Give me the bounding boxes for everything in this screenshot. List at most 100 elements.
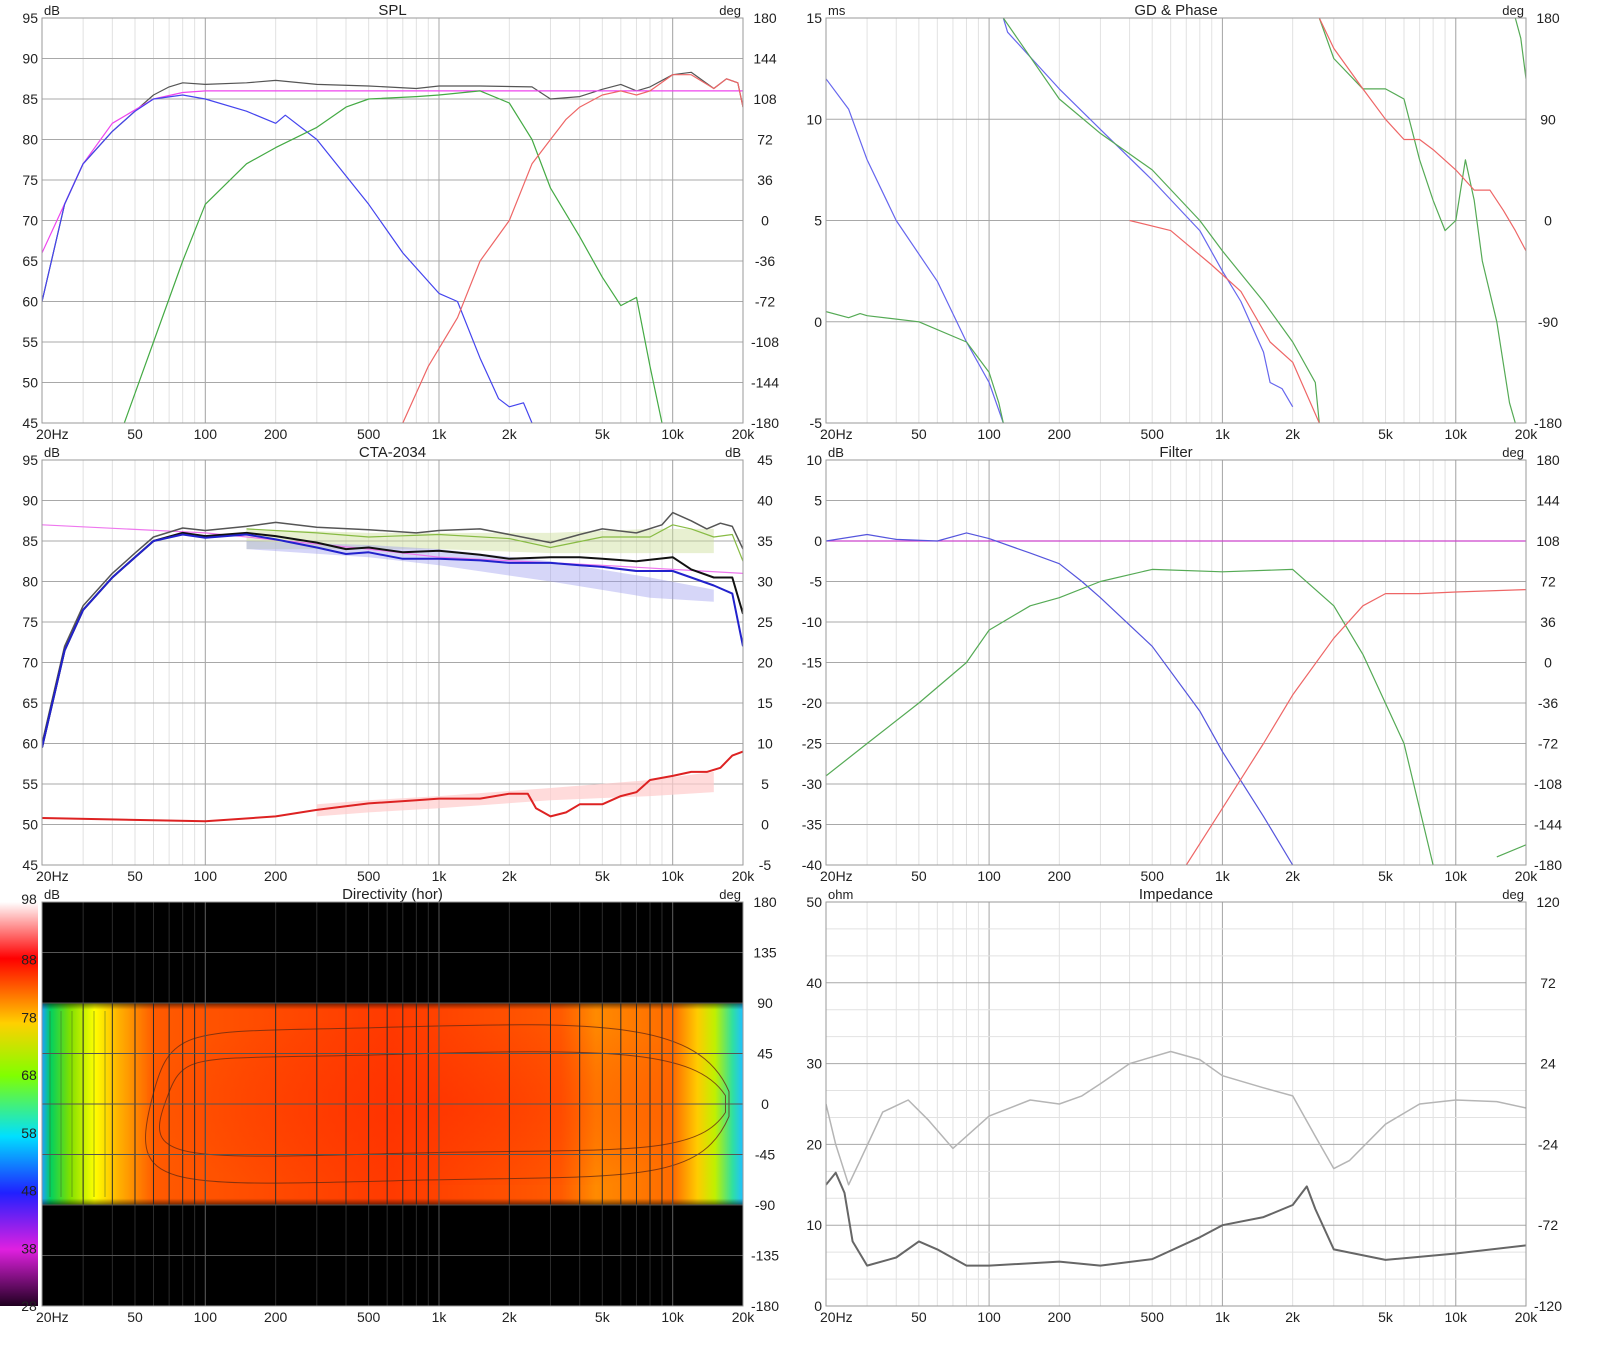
y-tick-label: 50: [22, 817, 38, 833]
y2-tick-label: 0: [761, 1096, 769, 1112]
y-tick-label: 65: [22, 253, 38, 269]
y2-tick-label: -36: [1538, 695, 1558, 711]
series-line: [42, 524, 743, 574]
y2-tick-label: 15: [757, 695, 773, 711]
y-tick-label: 20: [806, 1136, 822, 1152]
right-unit-label: deg: [1502, 445, 1524, 460]
y-tick-label: -15: [802, 655, 822, 671]
y2-tick-label: -90: [1538, 314, 1558, 330]
y-tick-label: 95: [22, 10, 38, 26]
color-scale-bar: [0, 902, 38, 1306]
color-scale-label: 38: [21, 1240, 37, 1256]
x-tick-label: 1k: [1215, 426, 1231, 442]
y-tick-label: 10: [806, 1217, 822, 1233]
x-tick-label: 2k: [1285, 1309, 1301, 1325]
y-tick-label: 50: [22, 375, 38, 391]
y2-tick-label: -180: [1534, 857, 1562, 873]
series-line: [826, 1050, 1526, 1186]
y2-tick-label: -144: [751, 375, 779, 391]
y2-tick-label: 180: [1536, 452, 1560, 468]
y2-tick-label: 24: [1540, 1056, 1556, 1072]
x-tick-label: 100: [977, 426, 1001, 442]
x-tick-label: 50: [127, 426, 143, 442]
plot-frame: [41, 17, 744, 424]
plot-area: [42, 71, 743, 423]
x-tick-label: 500: [357, 1309, 381, 1325]
x-tick-label: 200: [1048, 868, 1072, 884]
color-scale-label: 88: [21, 952, 37, 968]
y2-tick-label: -120: [1534, 1298, 1562, 1314]
y2-tick-label: -108: [1534, 776, 1562, 792]
y2-tick-label: -72: [1538, 736, 1558, 752]
y2-tick-label: -24: [1538, 1136, 1558, 1152]
color-scale-label: 78: [21, 1009, 37, 1025]
y2-tick-label: -180: [1534, 415, 1562, 431]
chart-cta: 9590858075706560555045454035302520151050…: [22, 444, 773, 884]
y-tick-label: 90: [22, 51, 38, 67]
plot-area: [826, 1050, 1526, 1267]
x-tick-label: 1k: [432, 868, 448, 884]
y2-tick-label: -180: [751, 415, 779, 431]
plot-frame: [41, 901, 744, 1307]
color-scale-label: 98: [21, 891, 37, 907]
x-tick-label: 200: [264, 1309, 288, 1325]
x-tick-label: 20k: [1515, 868, 1539, 884]
confidence-band: [246, 541, 714, 602]
plot-frame: [825, 459, 1527, 866]
series-line: [826, 18, 1294, 423]
x-tick-label: 500: [1141, 426, 1165, 442]
y2-tick-label: 90: [1540, 111, 1556, 127]
series-line: [402, 74, 743, 423]
y-tick-label: 50: [806, 894, 822, 910]
y2-tick-label: 135: [753, 945, 777, 961]
y2-tick-label: 25: [757, 614, 773, 630]
y2-tick-label: -144: [1534, 817, 1562, 833]
y2-tick-label: 40: [757, 493, 773, 509]
x-tick-label: 100: [977, 868, 1001, 884]
x-tick-label: 200: [1048, 426, 1072, 442]
y2-tick-label: 0: [1544, 213, 1552, 229]
x-tick-label: 1k: [1215, 1309, 1231, 1325]
x-tick-label: 200: [1048, 1309, 1072, 1325]
right-unit-label: deg: [719, 3, 741, 18]
y-tick-label: 55: [22, 776, 38, 792]
series-line: [42, 533, 743, 748]
x-tick-label: 500: [1141, 1309, 1165, 1325]
y2-tick-label: 36: [757, 172, 773, 188]
x-tick-label: 20Hz: [36, 426, 69, 442]
y-tick-label: 60: [22, 736, 38, 752]
x-tick-label: 5k: [595, 1309, 611, 1325]
y2-tick-label: -180: [751, 1298, 779, 1314]
y-tick-label: 10: [806, 111, 822, 127]
x-tick-label: 500: [357, 426, 381, 442]
y2-tick-label: -90: [755, 1197, 775, 1213]
color-scale-label: 28: [21, 1298, 37, 1314]
x-tick-label: 10k: [1444, 426, 1468, 442]
y-tick-label: 85: [22, 91, 38, 107]
series-line: [42, 531, 743, 748]
x-tick-label: 20k: [732, 1309, 756, 1325]
y2-tick-label: 0: [761, 213, 769, 229]
x-tick-label: 20Hz: [820, 868, 853, 884]
y-tick-label: -5: [810, 574, 823, 590]
y-tick-label: -40: [802, 857, 822, 873]
series-line: [42, 90, 743, 254]
y-tick-label: 70: [22, 213, 38, 229]
x-tick-label: 50: [911, 1309, 927, 1325]
chart-title: Filter: [1159, 444, 1192, 461]
x-tick-label: 20k: [732, 868, 756, 884]
x-tick-label: 2k: [502, 868, 518, 884]
chart-title: GD & Phase: [1134, 2, 1217, 19]
x-tick-label: 50: [127, 1309, 143, 1325]
series-line: [1129, 18, 1526, 423]
y-tick-label: 30: [806, 1056, 822, 1072]
x-tick-label: 10k: [1444, 1309, 1468, 1325]
x-tick-label: 1k: [1215, 868, 1231, 884]
x-tick-label: 5k: [1378, 868, 1394, 884]
y-tick-label: 70: [22, 655, 38, 671]
y2-tick-label: -72: [1538, 1217, 1558, 1233]
x-tick-label: 20k: [1515, 1309, 1539, 1325]
y2-tick-label: -5: [759, 857, 772, 873]
